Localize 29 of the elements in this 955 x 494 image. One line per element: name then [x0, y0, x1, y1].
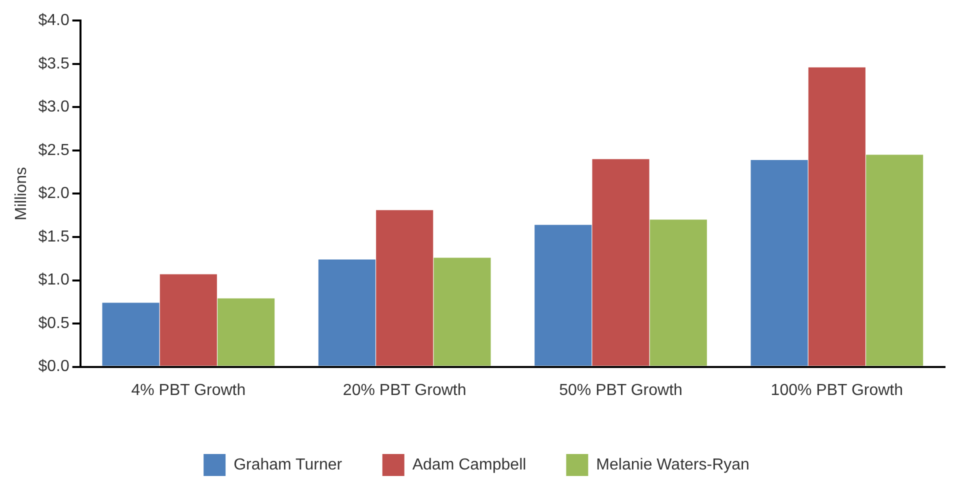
y-tick-label: $1.5	[38, 228, 70, 246]
bar	[750, 160, 808, 366]
bar	[650, 220, 707, 366]
bar	[434, 258, 491, 366]
bar	[318, 259, 376, 366]
y-tick-label: $3.5	[38, 55, 70, 72]
bar	[808, 67, 866, 366]
legend-label: Adam Campbell	[412, 456, 526, 474]
bar	[866, 154, 924, 366]
bar	[592, 159, 650, 366]
y-tick-label: $0.5	[38, 314, 70, 332]
x-tick-label: 20% PBT Growth	[342, 382, 466, 399]
bar	[534, 224, 592, 366]
y-tick-label: $1.0	[38, 272, 70, 289]
x-tick-label: 100% PBT Growth	[770, 382, 904, 399]
legend-label: Melanie Waters-Ryan	[596, 456, 750, 474]
bar	[218, 298, 275, 366]
x-tick-label: 50% PBT Growth	[559, 382, 682, 399]
y-tick-label: $4.0	[38, 12, 70, 30]
bar	[160, 274, 217, 366]
y-tick-label: $2.5	[38, 142, 70, 159]
bar	[376, 210, 434, 366]
y-axis-title: Millions	[13, 167, 30, 220]
bar	[102, 302, 160, 366]
y-tick-label: $0.0	[38, 358, 70, 376]
y-tick-label: $2.0	[38, 185, 70, 202]
y-tick-label: $3.0	[38, 98, 70, 116]
legend-label: Graham Turner	[234, 456, 343, 474]
x-tick-label: 4% PBT Growth	[131, 382, 246, 399]
